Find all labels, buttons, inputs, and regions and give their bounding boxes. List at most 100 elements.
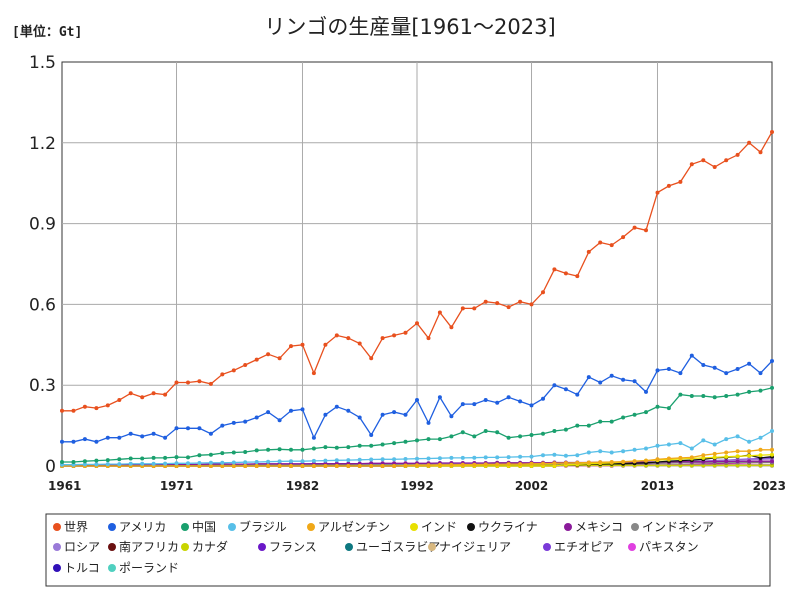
data-point — [197, 461, 202, 465]
legend-item: インドネシア — [631, 520, 714, 534]
data-point — [724, 158, 729, 163]
data-point — [334, 445, 339, 450]
data-point — [197, 426, 202, 431]
data-point — [415, 463, 419, 468]
data-point — [644, 410, 648, 415]
data-point — [678, 179, 683, 184]
x-tick-label: 2023 — [753, 479, 786, 493]
data-point — [495, 400, 500, 405]
data-point — [621, 449, 626, 454]
data-point — [323, 458, 328, 463]
data-point — [94, 406, 99, 411]
y-tick-label: 0 — [45, 457, 56, 477]
data-point — [586, 423, 591, 428]
data-point — [609, 373, 614, 378]
data-point — [220, 464, 225, 468]
legend-marker — [543, 543, 551, 551]
legend-label: パキスタン — [639, 540, 699, 554]
data-point — [632, 459, 637, 464]
data-point — [82, 462, 87, 467]
data-point — [712, 451, 717, 456]
data-point — [609, 243, 614, 248]
legend-label: インドネシア — [642, 520, 714, 534]
data-point — [105, 462, 110, 467]
data-point — [346, 458, 351, 463]
data-point — [369, 457, 374, 462]
data-point — [770, 385, 774, 390]
legend-label: エチオピア — [554, 540, 614, 554]
data-point — [712, 165, 717, 169]
data-point — [644, 446, 648, 451]
data-point — [563, 271, 568, 276]
data-point — [770, 447, 774, 452]
data-point — [266, 352, 271, 357]
data-point — [770, 130, 774, 134]
data-point — [735, 454, 740, 459]
data-point — [380, 412, 385, 417]
y-tick-label: 0.6 — [29, 295, 56, 315]
data-point — [678, 455, 683, 460]
legend-marker — [564, 523, 572, 531]
data-point — [266, 464, 271, 468]
data-point — [186, 426, 190, 431]
data-point — [334, 333, 339, 338]
data-point — [552, 429, 557, 433]
data-point — [186, 461, 190, 466]
legend-label: ポーランド — [119, 561, 179, 575]
data-point — [140, 456, 145, 461]
data-point — [495, 301, 500, 306]
data-point — [735, 459, 740, 464]
data-point — [735, 392, 740, 397]
data-point — [94, 439, 99, 444]
data-point — [380, 464, 385, 468]
data-point — [758, 150, 763, 155]
data-point — [71, 408, 76, 413]
data-point — [128, 391, 133, 396]
data-point — [747, 459, 752, 464]
data-point — [71, 439, 76, 444]
data-point — [311, 371, 316, 376]
data-point — [392, 410, 397, 415]
data-point — [483, 455, 488, 460]
data-point — [575, 423, 580, 428]
data-point — [231, 420, 236, 425]
data-point — [60, 408, 64, 413]
data-point — [449, 414, 454, 419]
data-point — [666, 406, 671, 411]
data-point — [186, 455, 190, 460]
data-point — [311, 458, 316, 463]
data-point — [529, 433, 534, 437]
legend-label: ユーゴスラビア — [356, 539, 440, 554]
x-tick-label: 1982 — [286, 479, 319, 493]
data-point — [437, 310, 442, 315]
data-point — [231, 368, 236, 373]
data-point — [289, 408, 293, 413]
data-point — [437, 395, 442, 400]
data-point — [449, 455, 454, 460]
legend-label: アルゼンチン — [318, 520, 390, 534]
data-point — [472, 462, 477, 467]
data-point — [678, 371, 683, 376]
data-point — [483, 462, 488, 467]
data-point — [151, 455, 156, 460]
data-point — [243, 460, 248, 465]
data-point — [460, 455, 465, 460]
legend-marker — [628, 543, 636, 551]
data-point — [563, 427, 568, 432]
data-point — [277, 418, 282, 423]
data-point — [506, 395, 511, 400]
data-point — [415, 456, 419, 461]
legend-marker — [53, 564, 61, 572]
data-point — [151, 461, 156, 466]
data-point — [334, 464, 339, 468]
data-point — [632, 447, 637, 452]
data-point — [758, 371, 763, 376]
data-point — [758, 453, 763, 458]
data-point — [541, 290, 545, 295]
data-point — [541, 453, 545, 458]
legend-label: フランス — [269, 540, 317, 554]
data-point — [632, 379, 637, 384]
data-point — [770, 359, 774, 363]
data-point — [254, 448, 259, 453]
data-point — [323, 412, 328, 417]
